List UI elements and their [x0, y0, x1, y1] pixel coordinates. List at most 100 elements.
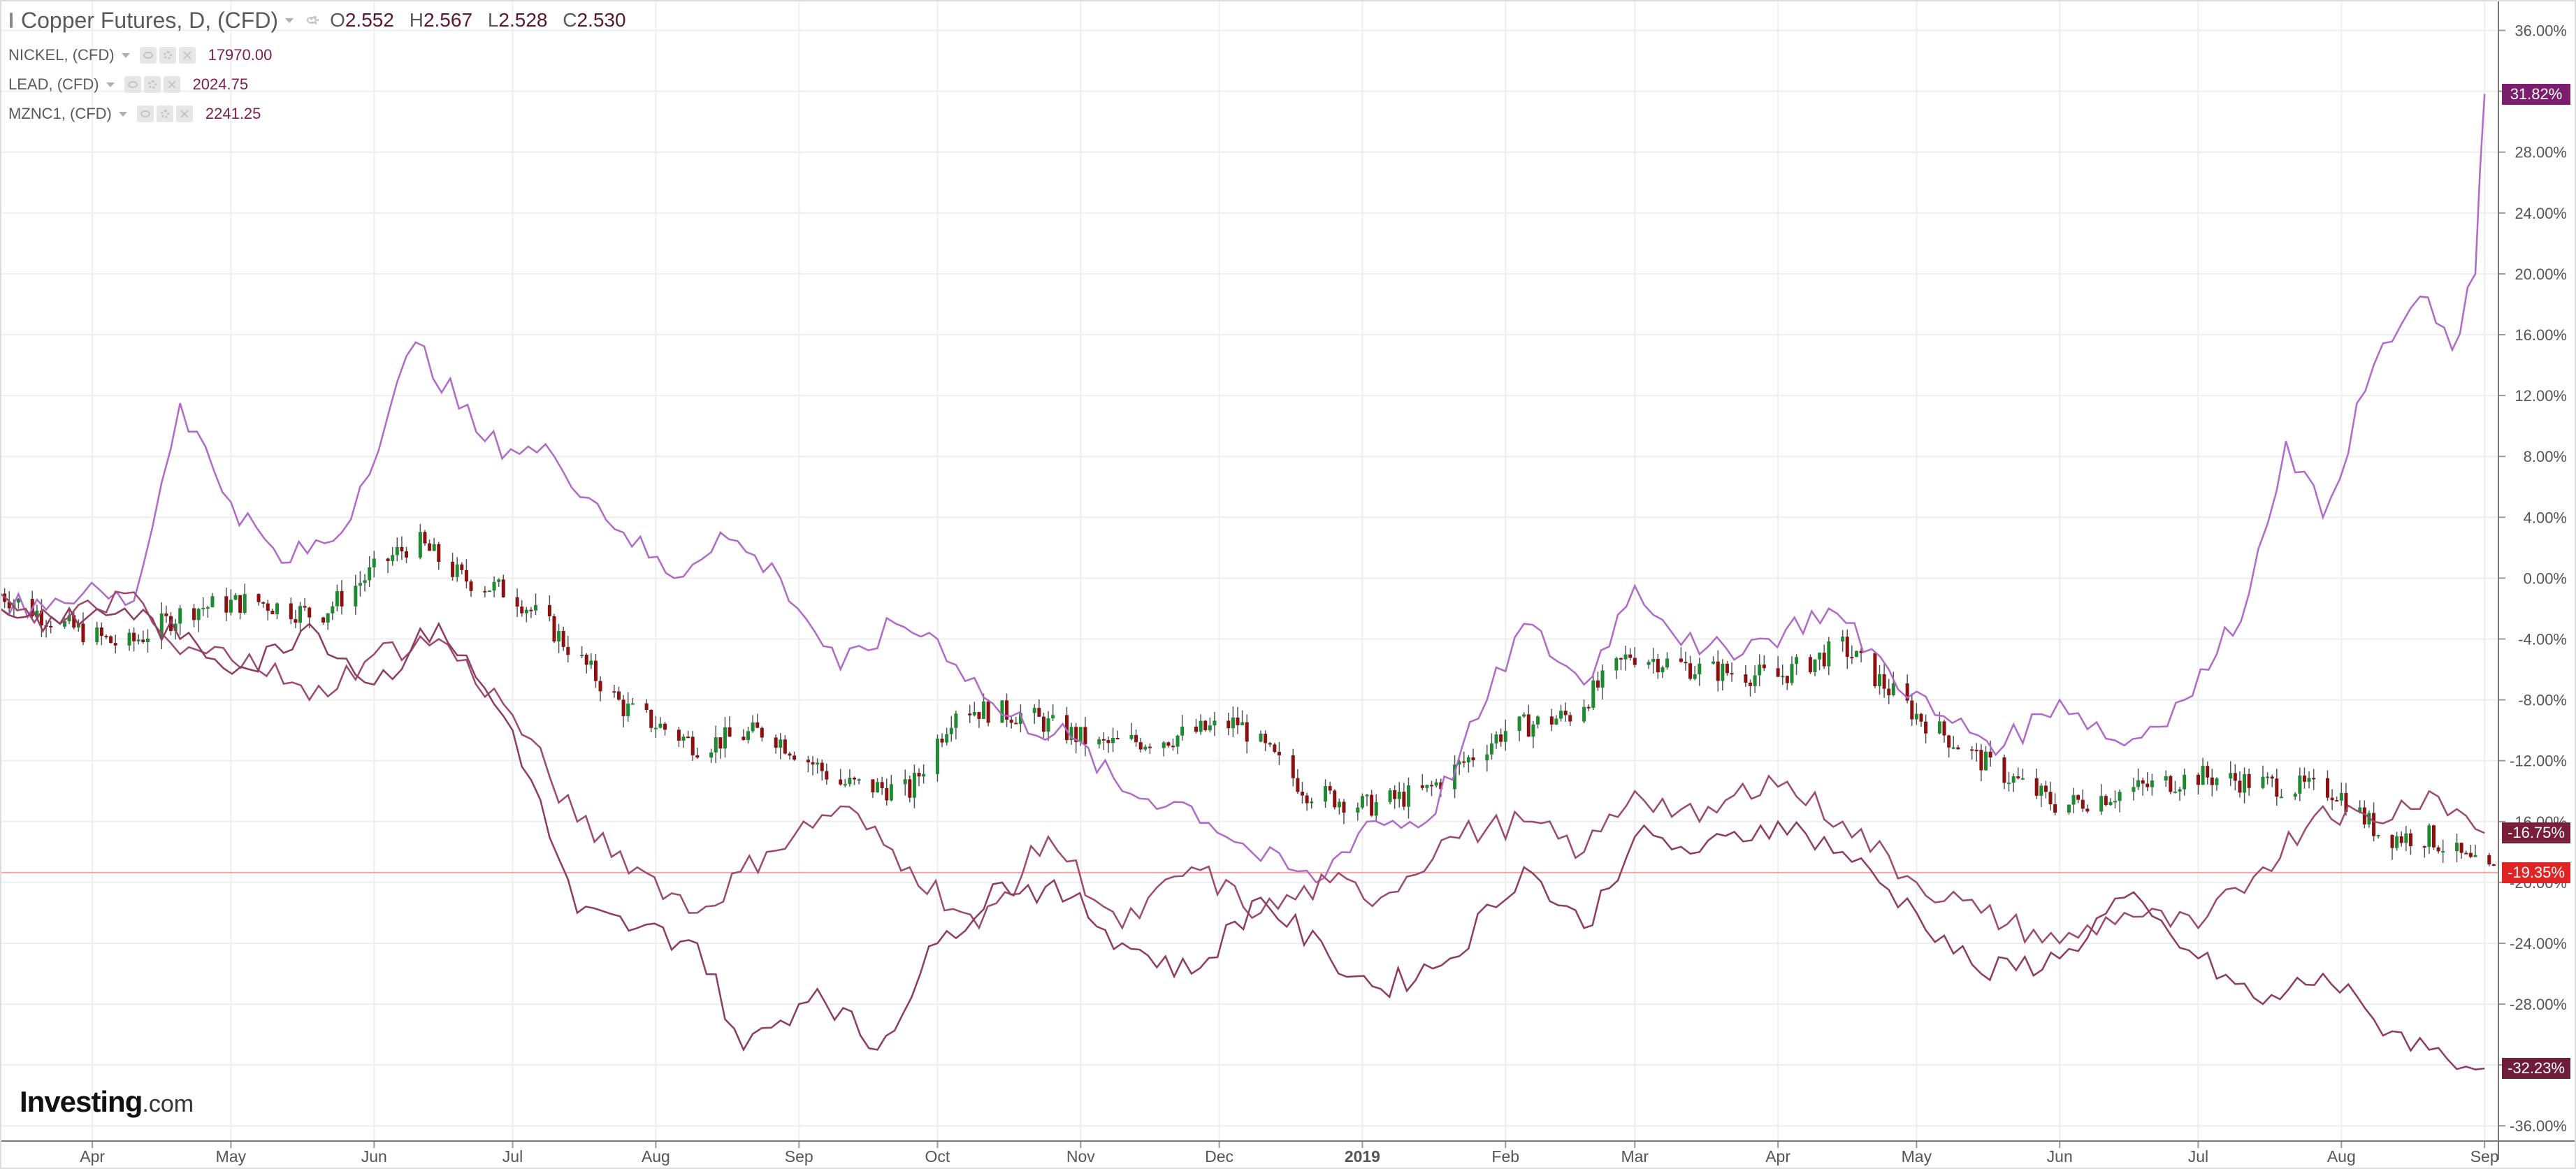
candle-body: [1342, 801, 1346, 813]
candle: [1554, 715, 1558, 725]
candle: [1563, 702, 1568, 722]
candle: [501, 574, 505, 598]
candle-body: [1595, 680, 1600, 688]
candle-body: [1148, 746, 1152, 748]
candle-body: [1471, 757, 1475, 761]
candle: [788, 751, 792, 760]
candle: [2206, 761, 2210, 785]
close-icon[interactable]: [178, 47, 196, 64]
candle-body: [391, 555, 395, 562]
gear-icon[interactable]: [159, 47, 176, 64]
candle-body: [2455, 843, 2459, 852]
candle: [1549, 709, 1554, 732]
candle-body: [173, 623, 178, 632]
candle: [104, 634, 108, 639]
candle-body: [820, 762, 824, 771]
main-series-title[interactable]: Copper Futures, D, (CFD): [21, 7, 279, 33]
series-title[interactable]: NICKEL, (CFD): [8, 46, 115, 64]
candle-body: [169, 616, 173, 632]
candle-body: [1489, 743, 1493, 755]
candle: [1730, 662, 1734, 682]
candle-body: [1614, 658, 1619, 671]
candle: [400, 536, 404, 560]
candle-body: [1199, 720, 1203, 732]
candle: [644, 699, 649, 713]
candle: [1841, 630, 1845, 652]
candle: [1037, 699, 1041, 717]
candle-body: [1591, 680, 1595, 709]
chevron-down-icon[interactable]: [285, 17, 294, 23]
gear-icon[interactable]: [143, 76, 161, 93]
candle: [1328, 781, 1332, 794]
candle-body: [1388, 790, 1392, 802]
chevron-down-icon[interactable]: [118, 111, 127, 117]
investing-logo[interactable]: Investing.com: [20, 1085, 194, 1119]
eye-icon[interactable]: [124, 76, 141, 93]
candle: [2164, 770, 2168, 787]
legend-row-zinc: MZNC1, (CFD) 2241.25: [0, 99, 489, 129]
candle: [1074, 723, 1078, 754]
candle-body: [774, 737, 778, 748]
candle: [2201, 757, 2205, 785]
candle: [1974, 743, 1978, 762]
candle-body: [2298, 775, 2302, 794]
chevron-down-icon[interactable]: [106, 82, 115, 87]
candle: [1300, 782, 1304, 804]
candle-body: [238, 595, 243, 613]
candle: [224, 587, 229, 621]
candle-body: [972, 711, 976, 716]
candle-body: [141, 639, 145, 642]
candle-body: [1328, 785, 1332, 791]
candle-body: [949, 727, 953, 734]
candle: [2141, 777, 2145, 796]
candle-body: [1693, 674, 1697, 679]
candle: [1623, 646, 1628, 671]
gear-icon[interactable]: [156, 106, 173, 122]
candle: [1268, 741, 1272, 748]
candle-body: [1337, 801, 1341, 808]
candle: [1199, 714, 1203, 735]
candle: [2215, 777, 2219, 791]
eye-icon[interactable]: [139, 47, 157, 64]
candle: [169, 612, 173, 636]
x-tick-label: Mar: [1621, 1147, 1649, 1166]
candle: [487, 590, 491, 593]
close-icon[interactable]: [163, 76, 180, 93]
candle: [132, 627, 136, 652]
candle-body: [321, 617, 326, 623]
logo-suffix: .com: [142, 1091, 194, 1117]
candle: [1180, 715, 1185, 741]
candle: [940, 733, 944, 748]
collapse-legend-button[interactable]: [10, 13, 13, 28]
candle: [2020, 769, 2025, 780]
candle-body: [1795, 657, 1799, 665]
candle: [1873, 653, 1877, 688]
candle-body: [783, 739, 787, 754]
zinc-line: [0, 606, 2485, 1070]
candle: [1014, 716, 1018, 725]
candle-body: [593, 660, 598, 681]
candle-body: [1259, 734, 1263, 742]
candle-body: [2275, 778, 2279, 797]
candle: [2108, 798, 2113, 806]
candle: [2169, 774, 2173, 794]
candle-body: [1725, 663, 1729, 674]
series-title[interactable]: LEAD, (CFD): [8, 75, 99, 93]
candle-body: [1924, 721, 1928, 734]
candle: [1688, 655, 1693, 681]
candle-body: [2422, 846, 2426, 848]
candle-body: [1273, 744, 1277, 753]
eye-icon[interactable]: [136, 106, 154, 122]
candle-body: [2330, 797, 2334, 801]
candle-body: [205, 607, 210, 609]
candle-body: [2183, 774, 2187, 790]
chevron-down-icon[interactable]: [121, 52, 130, 58]
candle-body: [853, 778, 857, 780]
x-tick-label: May: [216, 1147, 247, 1166]
candle: [626, 692, 630, 722]
series-value: 17970.00: [208, 46, 273, 64]
series-title[interactable]: MZNC1, (CFD): [8, 105, 112, 122]
candle: [1111, 727, 1115, 753]
close-icon[interactable]: [175, 106, 193, 122]
candle: [2399, 831, 2403, 847]
